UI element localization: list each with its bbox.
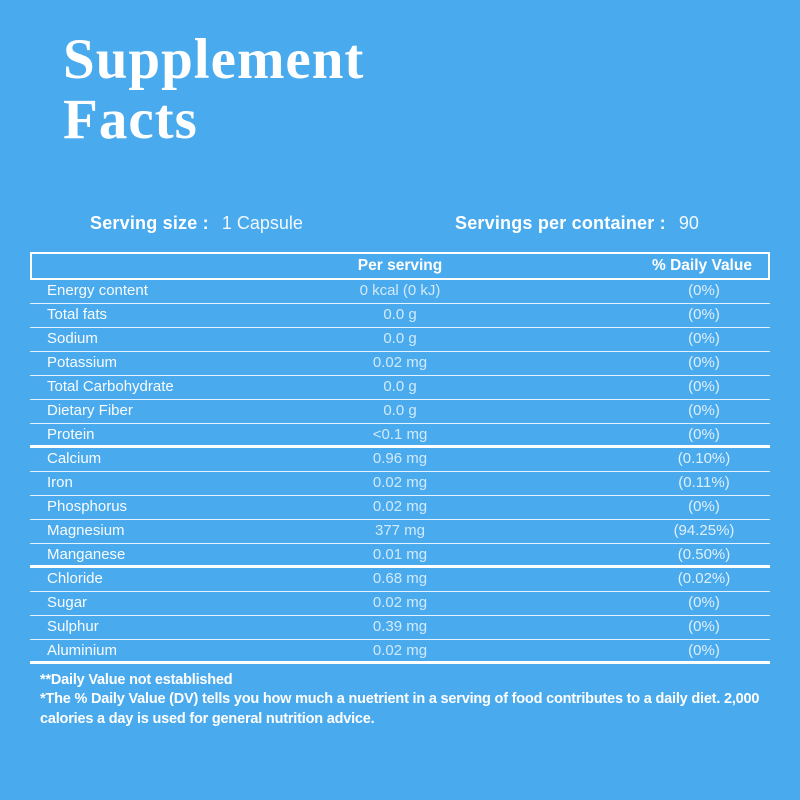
nutrient-amount: <0.1 mg [372,426,428,443]
facts-table: Per serving % Daily Value Energy content… [30,252,770,664]
table-row: Sugar 0.02 mg (0%) [30,592,770,616]
table-row: Sulphur 0.39 mg (0%) [30,616,770,640]
nutrient-amount: 0.0 g [383,378,417,395]
facts-table-body: Energy content 0 kcal (0 kJ) (0%) Total … [30,280,770,664]
nutrient-daily-value: (0%) [688,402,720,419]
table-row: Manganese 0.01 mg (0.50%) [30,544,770,568]
nutrient-amount: 0 kcal (0 kJ) [359,282,441,299]
nutrient-daily-value: (0.10%) [677,450,731,467]
nutrient-daily-value: (0%) [688,306,720,323]
table-row: Total Carbohydrate 0.0 g (0%) [30,376,770,400]
servings-per-container-value: 90 [678,213,699,233]
table-row: Aluminium 0.02 mg (0%) [30,640,770,664]
nutrient-daily-value: (0%) [688,426,720,443]
servings-per-container-label: Servings per container : [455,213,666,233]
nutrient-name: Manganese [47,546,126,563]
nutrient-name: Potassium [47,354,118,371]
page-title-line1: Supplement [63,28,365,91]
nutrient-name: Sodium [47,330,98,347]
nutrient-name: Total fats [47,306,108,323]
nutrient-daily-value: (0.11%) [678,474,730,491]
nutrient-daily-value: (0%) [688,330,720,347]
nutrient-amount: 0.02 mg [372,498,428,515]
page-title: Supplement Facts [63,28,365,152]
table-row: Calcium 0.96 mg (0.10%) [30,448,770,472]
serving-size-value: 1 Capsule [221,213,303,233]
footnote-daily-value-not-established: **Daily Value not established [40,672,233,688]
nutrient-daily-value: (94.25%) [673,522,735,539]
nutrient-amount: 0.68 mg [372,570,428,587]
nutrient-daily-value: (0%) [688,642,720,659]
table-row: Iron 0.02 mg (0.11%) [30,472,770,496]
table-row: Protein <0.1 mg (0%) [30,424,770,448]
nutrient-daily-value: (0%) [688,378,720,395]
nutrient-daily-value: (0%) [688,618,720,635]
header-per-serving: Per serving [357,257,443,274]
nutrient-amount: 0.02 mg [372,642,428,659]
table-row: Total fats 0.0 g (0%) [30,304,770,328]
nutrient-daily-value: (0%) [688,354,720,371]
nutrient-amount: 0.01 mg [372,546,428,563]
facts-table-header: Per serving % Daily Value [30,252,770,280]
table-row: Chloride 0.68 mg (0.02%) [30,568,770,592]
nutrient-name: Chloride [47,570,103,587]
nutrient-daily-value: (0.50%) [677,546,731,563]
nutrient-daily-value: (0%) [688,282,720,299]
serving-size-label: Serving size : [90,213,209,233]
nutrient-name: Aluminium [47,642,118,659]
nutrient-daily-value: (0%) [688,498,720,515]
serving-info: Serving size : 1 Capsule Servings per co… [0,213,800,237]
table-row: Sodium 0.0 g (0%) [30,328,770,352]
nutrient-amount: 377 mg [374,522,426,539]
nutrient-amount: 0.02 mg [372,474,428,491]
nutrient-daily-value: (0%) [688,594,720,611]
footnotes: **Daily Value not established *The % Dai… [40,671,770,729]
nutrient-name: Magnesium [47,522,125,539]
servings-per-container: Servings per container : 90 [455,213,699,234]
nutrient-name: Calcium [47,450,102,467]
page-title-line2: Facts [63,88,198,152]
serving-size: Serving size : 1 Capsule [90,213,303,234]
nutrient-amount: 0.0 g [383,306,417,323]
table-row: Dietary Fiber 0.0 g (0%) [30,400,770,424]
footnote-daily-value-explanation: *The % Daily Value (DV) tells you how mu… [40,691,760,727]
nutrient-amount: 0.39 mg [372,618,428,635]
nutrient-name: Phosphorus [47,498,128,515]
table-row: Energy content 0 kcal (0 kJ) (0%) [30,280,770,304]
nutrient-name: Sugar [47,594,88,611]
table-row: Potassium 0.02 mg (0%) [30,352,770,376]
header-daily-value: % Daily Value [652,257,752,274]
table-row: Magnesium 377 mg (94.25%) [30,520,770,544]
nutrient-name: Protein [47,426,95,443]
nutrient-name: Iron [47,474,73,491]
nutrient-amount: 0.0 g [383,402,417,419]
nutrient-name: Total Carbohydrate [47,378,174,395]
nutrient-amount: 0.0 g [383,330,417,347]
nutrient-amount: 0.02 mg [372,594,428,611]
nutrient-name: Sulphur [47,618,99,635]
nutrient-daily-value: (0.02%) [677,570,731,587]
table-row: Phosphorus 0.02 mg (0%) [30,496,770,520]
nutrient-amount: 0.02 mg [372,354,428,371]
nutrient-amount: 0.96 mg [372,450,428,467]
nutrient-name: Dietary Fiber [47,402,133,419]
nutrient-name: Energy content [47,282,148,299]
